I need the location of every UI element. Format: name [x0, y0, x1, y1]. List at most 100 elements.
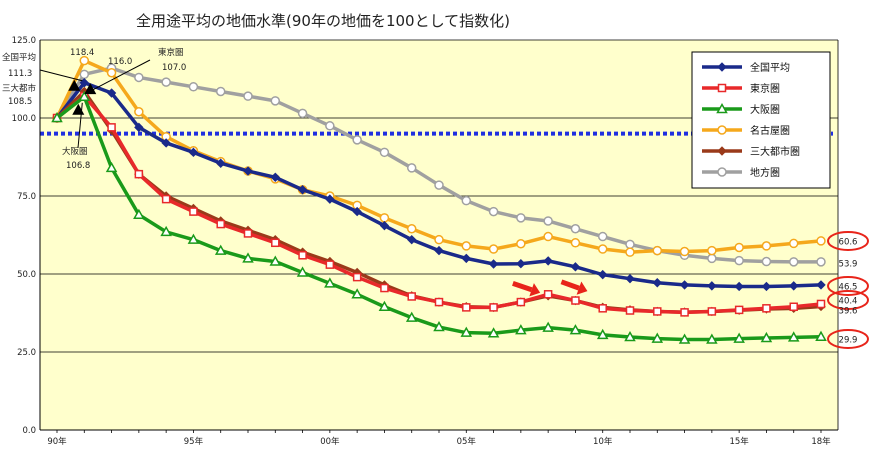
x-tick-label: 18年	[811, 436, 831, 447]
data-point	[325, 121, 335, 131]
legend-label: 大阪圏	[750, 103, 780, 116]
data-point	[734, 242, 744, 253]
data-point	[379, 147, 390, 158]
data-point	[461, 253, 471, 264]
data-point	[133, 208, 145, 219]
data-point	[625, 306, 635, 315]
data-point	[571, 296, 580, 305]
end-value-label: 39.6	[839, 307, 858, 317]
x-tick-label: 05年	[457, 436, 477, 447]
data-point	[243, 229, 253, 238]
legend-item-3: 名古屋圏	[702, 124, 790, 137]
data-point	[816, 236, 826, 246]
data-point	[161, 194, 171, 204]
data-point	[407, 234, 417, 245]
data-point	[215, 86, 226, 97]
data-point	[297, 185, 308, 195]
data-point	[352, 272, 362, 282]
annotation-label: 三大都市	[2, 83, 37, 94]
data-point	[106, 88, 117, 98]
data-point	[134, 107, 144, 117]
data-point	[598, 269, 608, 280]
annotation-label: 108.5	[8, 97, 32, 107]
data-point	[489, 303, 498, 312]
highlight-arrow-shaft	[512, 280, 533, 293]
x-tick-label: 95年	[184, 436, 204, 447]
data-point	[161, 77, 171, 87]
data-point	[379, 213, 390, 223]
y-tick-label: 75.0	[17, 192, 36, 202]
highlight-circle	[827, 231, 869, 251]
data-point	[134, 169, 144, 179]
highlight-circle	[827, 276, 869, 296]
callout-line	[88, 59, 151, 93]
data-point	[679, 246, 690, 257]
data-point	[434, 297, 444, 307]
data-point	[298, 251, 307, 260]
y-tick-label: 25.0	[17, 348, 36, 358]
data-point	[716, 102, 728, 114]
data-point	[488, 244, 499, 254]
data-point	[706, 333, 718, 344]
data-point	[788, 238, 799, 249]
data-point	[351, 288, 363, 299]
data-point	[761, 241, 772, 251]
data-point	[707, 245, 717, 256]
data-point	[297, 108, 308, 119]
data-point	[105, 161, 118, 173]
data-point	[325, 260, 335, 269]
data-point	[352, 206, 362, 217]
annotation-label: 118.4	[70, 48, 94, 58]
data-point	[816, 257, 826, 267]
data-point	[651, 332, 664, 343]
data-point	[406, 163, 417, 173]
series-0	[52, 78, 826, 292]
data-point	[161, 138, 171, 148]
data-point	[51, 111, 63, 123]
legend-label: 全国平均	[750, 61, 790, 74]
data-point	[788, 257, 799, 267]
data-point	[434, 234, 444, 245]
data-point	[762, 304, 771, 313]
data-point	[707, 253, 717, 264]
data-point	[542, 321, 554, 332]
y-tick-label: 0.0	[22, 426, 36, 436]
series-2	[51, 90, 827, 344]
data-point	[515, 324, 527, 335]
data-point	[596, 328, 609, 340]
data-point	[134, 122, 144, 133]
data-point	[271, 238, 280, 248]
data-point	[761, 256, 772, 267]
end-value-label: 60.6	[839, 238, 858, 248]
data-point	[717, 167, 727, 177]
legend-box	[691, 51, 831, 189]
data-point	[434, 180, 444, 190]
annotation-label: 116.0	[108, 57, 132, 67]
highlight-arrow-head	[576, 281, 588, 295]
data-point	[134, 72, 144, 83]
data-point	[760, 331, 773, 343]
data-point	[516, 258, 526, 269]
data-point	[543, 256, 553, 266]
data-point	[815, 330, 827, 341]
data-point	[625, 273, 635, 284]
data-point	[733, 332, 745, 343]
data-point	[570, 224, 581, 234]
data-point	[816, 299, 826, 309]
data-point	[242, 252, 254, 263]
data-point	[380, 283, 389, 293]
annotation-label: 全国平均	[2, 52, 36, 63]
data-point	[406, 224, 417, 234]
data-point	[269, 255, 282, 266]
data-point	[296, 266, 309, 277]
data-point	[707, 307, 717, 316]
data-point	[625, 239, 635, 250]
data-point	[516, 238, 526, 249]
legend-item-4: 三大都市圏	[702, 145, 800, 158]
callout-line	[39, 69, 83, 82]
x-tick-label: 15年	[729, 436, 749, 447]
data-point	[461, 241, 472, 251]
data-point	[407, 292, 416, 301]
legend-label: 地方圏	[750, 166, 780, 179]
